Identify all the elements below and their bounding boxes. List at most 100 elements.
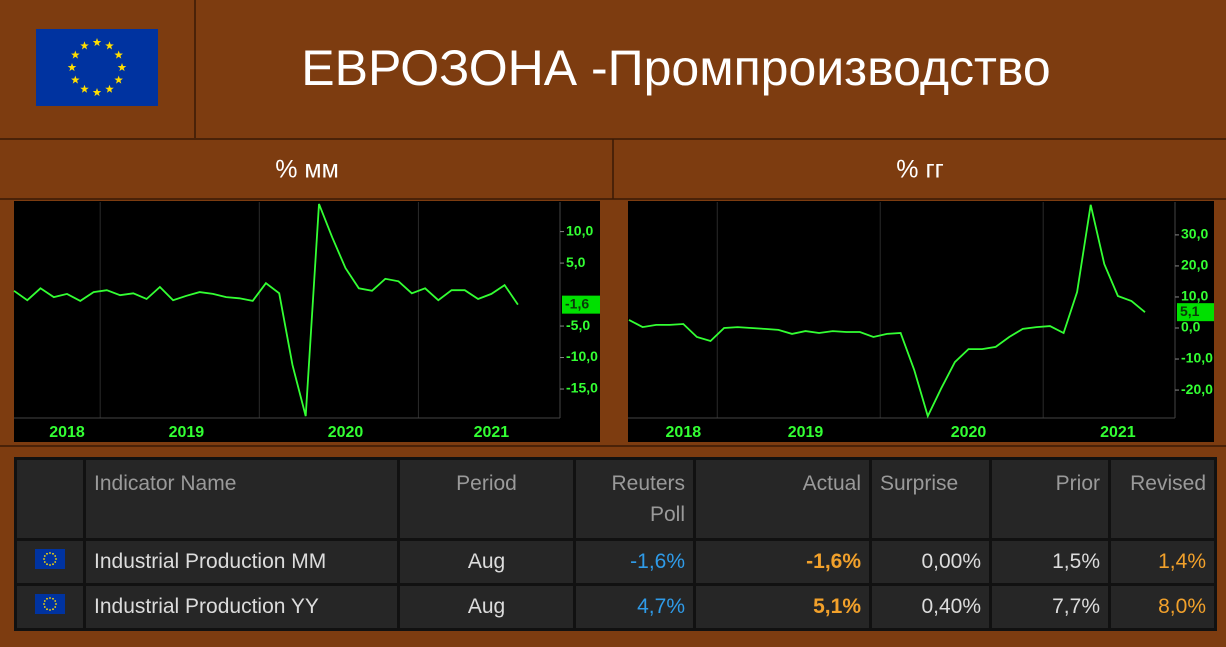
flag-star (92, 38, 102, 47)
flag-star (54, 606, 57, 608)
flag-star (71, 75, 80, 84)
flag-star (43, 561, 46, 563)
data-table: Indicator Name Period Reuters Poll Actua… (14, 457, 1217, 631)
table-cell: -1,6% (573, 538, 696, 586)
flag-star (49, 597, 51, 599)
table-row: Industrial Production YY Aug 4,7% 5,1% 0,40%… (14, 583, 1217, 631)
table-cell: -1,6% (693, 538, 872, 586)
x-tick-label: 2018 (49, 424, 85, 441)
y-tick-label: 10,0 (566, 222, 593, 238)
eu-flag-icon (35, 549, 65, 569)
x-tick-label: 2021 (474, 424, 510, 441)
x-tick-label: 2019 (788, 424, 824, 441)
table-cell: 1,5% (989, 538, 1111, 586)
last-value-label: -1,6 (565, 295, 589, 311)
table-cell: 7,7% (989, 583, 1111, 631)
flag-star (52, 563, 54, 566)
flag-star (43, 555, 46, 557)
table-cell: 1,4% (1108, 538, 1217, 586)
y-tick-label: -5,0 (566, 317, 590, 333)
flag-star (80, 41, 89, 50)
y-tick-label: -15,0 (566, 380, 598, 396)
table-cell: 4,7% (573, 583, 696, 631)
flag-star (43, 603, 45, 605)
flag-star (49, 564, 51, 566)
y-tick-label: -10,0 (566, 348, 598, 364)
x-tick-label: 2018 (666, 424, 702, 441)
flag-star (54, 561, 57, 563)
header-cell: Reuters Poll (573, 457, 696, 541)
header-cell: Surprise (869, 457, 992, 541)
header-cell: Revised (1108, 457, 1217, 541)
flag-star (43, 558, 45, 560)
plot-background (628, 201, 1214, 442)
flag-star (46, 552, 48, 555)
table-cell: Aug (397, 538, 576, 586)
header-cell: Indicator Name (83, 457, 400, 541)
flag-star (52, 608, 54, 611)
flag-star (46, 608, 48, 611)
flag-star (55, 603, 57, 605)
table-row: Industrial Production MM Aug -1,6% -1,6% 0,0… (14, 538, 1217, 586)
header-cell: Prior (989, 457, 1111, 541)
x-tick-label: 2019 (169, 424, 205, 441)
flag-star (46, 563, 48, 566)
flag-star (52, 597, 54, 600)
flag-star (92, 88, 102, 97)
table-header: Indicator Name Period Reuters Poll Actua… (14, 457, 1217, 541)
flag-star (43, 600, 46, 602)
flag-star (54, 600, 57, 602)
last-value-tag (562, 295, 600, 314)
flag-background (35, 594, 65, 614)
table-cell: 5,1% (693, 583, 872, 631)
icon-cell (14, 583, 86, 631)
data-line (13, 203, 519, 417)
x-tick-label: 2020 (328, 424, 364, 441)
header-cell: Period (397, 457, 576, 541)
flag-star (55, 558, 57, 560)
y-tick-label: 20,0 (1181, 257, 1208, 273)
y-tick-label: -20,0 (1181, 381, 1213, 397)
header-cell: Actual (693, 457, 872, 541)
table-cell: Aug (397, 583, 576, 631)
icon-cell (14, 538, 86, 586)
page-title: ЕВРОЗОНА -Промпроизводство (301, 40, 1050, 96)
flag-star (117, 63, 127, 72)
y-tick-label: 0,0 (1181, 319, 1201, 335)
flag-star (105, 84, 114, 93)
flag-star (67, 63, 77, 72)
flag-star (46, 597, 48, 600)
eu-flag (36, 29, 158, 106)
table-cell: 0,00% (869, 538, 992, 586)
x-tick-label: 2021 (1100, 424, 1136, 441)
y-tick-label: 30,0 (1181, 226, 1208, 242)
table-cell: 8,0% (1108, 583, 1217, 631)
y-tick-label: 10,0 (1181, 288, 1208, 304)
flag-star (80, 84, 89, 93)
eu-flag-icon (35, 594, 65, 614)
icon-cell (14, 457, 86, 541)
flag-star (52, 552, 54, 555)
flag-background (35, 549, 65, 569)
table-cell: Industrial Production YY (83, 583, 400, 631)
y-tick-label: -10,0 (1181, 350, 1213, 366)
flag-star (43, 606, 46, 608)
y-tick-label: 5,0 (566, 254, 586, 270)
chart-title: % мм (275, 156, 339, 184)
flag-star (54, 555, 57, 557)
last-value-label: 5,1 (1180, 303, 1200, 319)
chart-title: % гг (896, 156, 943, 184)
flag-star (114, 50, 123, 59)
flag-star (49, 552, 51, 554)
last-value-tag (1177, 303, 1214, 322)
table-cell: 0,40% (869, 583, 992, 631)
flag-star (49, 609, 51, 611)
chart-area: ЕВРОЗОНА -Промпроизводство % мм % гг 10,… (0, 0, 1226, 447)
flag-star (114, 75, 123, 84)
flag-star (71, 50, 80, 59)
data-line (628, 204, 1146, 419)
table-cell: Industrial Production MM (83, 538, 400, 586)
x-tick-label: 2020 (951, 424, 987, 441)
flag-star (105, 41, 114, 50)
